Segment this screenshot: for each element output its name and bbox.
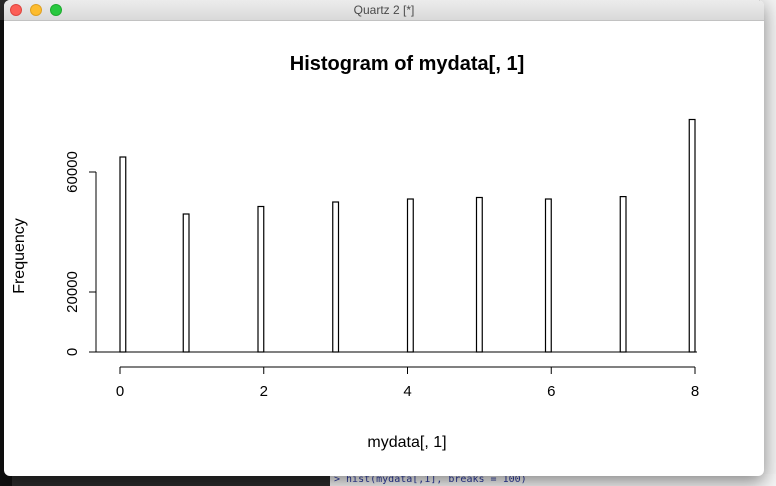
- background-console-line: > hist(mydata[,1], breaks = 100): [330, 474, 776, 486]
- y-tick-label: 0: [64, 348, 81, 356]
- window-titlebar[interactable]: Quartz 2 [*]: [4, 0, 764, 21]
- histogram-bar-1: [182, 213, 190, 353]
- histogram-bar-4: [406, 198, 414, 353]
- histogram-plot: Histogram of mydata[, 1] mydata[, 1] Fre…: [11, 53, 699, 451]
- x-tick-label: 8: [691, 383, 699, 400]
- chart-title: Histogram of mydata[, 1]: [290, 53, 524, 75]
- histogram-bar-3: [332, 201, 340, 353]
- x-tick-label: 0: [116, 383, 124, 400]
- close-button[interactable]: [10, 4, 22, 16]
- x-tick-label: 2: [260, 383, 268, 400]
- plot-window: Quartz 2 [*] Histogram of mydata[, 1] my…: [4, 0, 764, 476]
- x-tick-label: 4: [403, 383, 411, 400]
- x-tick-label: 6: [547, 383, 555, 400]
- y-tick-label: 60000: [64, 151, 81, 193]
- histogram-bar-5: [475, 196, 483, 353]
- y-tick-label: 20000: [64, 271, 81, 313]
- minimize-button[interactable]: [30, 4, 42, 16]
- background-window-edge: [760, 0, 776, 486]
- bars-group: [92, 118, 697, 353]
- x-axis-label: mydata[, 1]: [367, 434, 446, 451]
- y-axis-label: Frequency: [11, 218, 28, 294]
- histogram-bar-2: [257, 205, 265, 353]
- zoom-button[interactable]: [50, 4, 62, 16]
- histogram-bar-0: [119, 156, 127, 353]
- x-axis: 0 2 4 6 8: [116, 366, 699, 400]
- y-axis: 0 20000 60000: [64, 151, 97, 356]
- histogram-bar-8: [688, 118, 696, 353]
- histogram-bar-6: [544, 198, 552, 353]
- window-title: Quartz 2 [*]: [353, 3, 415, 17]
- histogram-bar-7: [619, 196, 627, 353]
